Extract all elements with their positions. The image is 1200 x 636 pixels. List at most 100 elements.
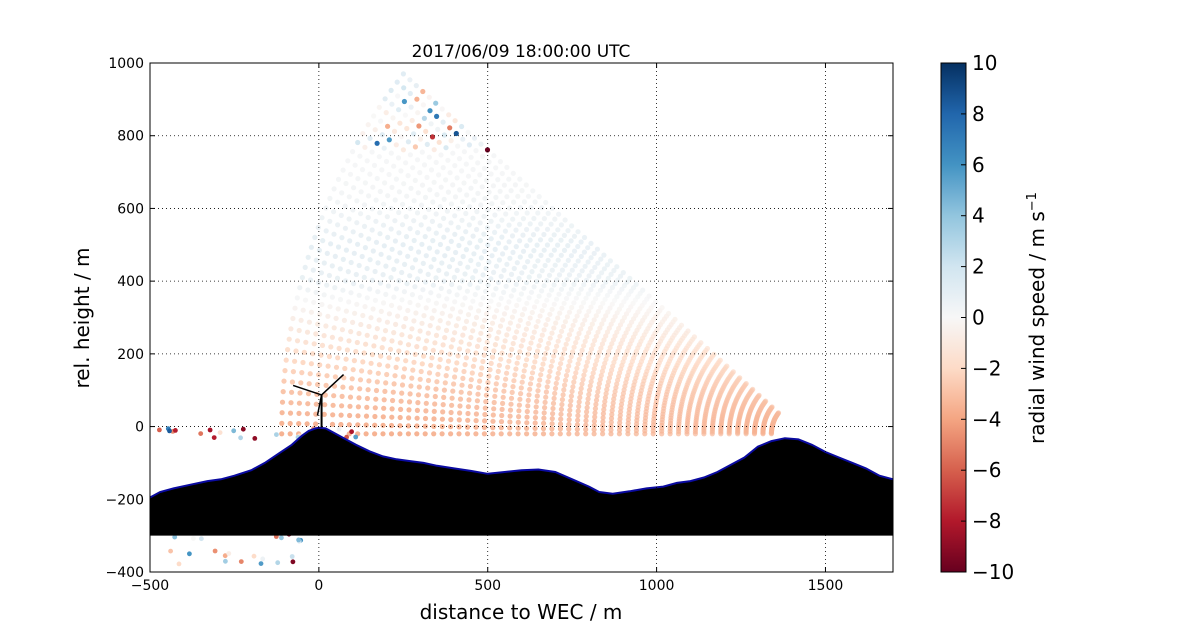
scan-point [605,309,611,315]
scan-point [389,184,395,190]
scan-point [538,252,544,258]
scan-point [441,234,447,240]
scan-point [486,159,492,165]
scan-point [512,335,518,341]
scan-point [407,152,413,158]
scan-point [547,368,553,374]
scan-point [537,313,543,319]
scan-point [331,325,337,331]
scan-point [482,418,488,424]
scan-point [465,264,471,270]
scan-point [453,323,459,329]
scan-point [488,171,494,177]
scan-point [378,251,384,257]
y-tick-label: 600 [117,201,144,217]
scan-point [445,189,451,195]
scan-point [534,299,540,305]
scan-point [329,334,335,340]
noise-point [274,432,279,437]
scan-point [340,167,346,173]
scan-point [321,292,327,298]
scan-point [324,250,330,256]
scan-point [507,419,513,425]
scan-point [308,244,314,250]
scan-point [568,253,575,259]
scan-point [411,131,417,137]
scan-point [407,391,413,397]
scan-point [499,234,505,240]
scan-point [460,302,466,308]
scan-point [363,422,369,428]
scan-point [750,386,756,392]
scan-point [405,253,411,259]
scan-point [557,426,564,432]
scan-point [600,300,606,306]
scan-point [499,350,505,356]
scan-point [436,364,442,370]
scan-point [411,359,417,365]
scan-point [595,291,601,297]
scan-point [608,431,614,437]
scan-point [390,397,396,404]
noise-point [217,430,223,435]
scan-point [504,370,510,376]
scan-point [415,276,421,282]
scan-point [484,177,490,183]
scan-point [450,150,456,156]
scan-point [315,321,321,327]
scan-point [299,370,305,376]
scan-point [775,410,782,416]
scan-point [586,355,592,361]
scan-point [579,381,585,387]
scan-point [534,398,540,404]
noise-point [353,434,359,440]
scan-point [279,420,285,426]
scan-point [469,370,475,376]
y-tick-label: 0 [135,420,144,436]
scan-point [426,245,433,251]
scan-point [491,399,497,406]
scan-point [431,179,437,185]
scan-point [597,376,603,383]
scan-point [609,408,615,414]
scan-point [410,367,416,373]
scan-point [394,356,400,362]
scan-point [304,329,311,335]
scan-point [450,337,456,343]
scan-point [414,344,420,350]
scan-point [408,185,414,191]
scan-point [347,238,353,244]
scan-point [355,241,361,247]
scan-point [361,274,367,280]
scan-point [470,233,476,239]
scan-point [434,113,440,119]
scan-point [743,381,749,387]
scan-point [488,360,494,366]
scan-point [558,237,564,243]
scan-point [460,136,466,142]
scan-point [530,232,537,238]
scan-point [477,378,483,384]
scan-point [555,227,561,233]
scan-point [386,137,392,143]
scan-point [525,259,531,265]
scan-point [592,406,599,412]
scan-point [575,408,581,414]
scan-point [467,281,473,287]
scan-point [382,328,389,334]
scan-point [481,213,487,219]
scan-point [323,382,329,388]
scan-point [340,287,346,293]
scan-point [391,294,397,300]
scan-point [427,108,433,114]
scan-point [443,373,449,379]
scan-point [420,287,426,293]
scan-point [603,279,609,285]
scan-point [500,344,507,350]
scan-point [589,374,595,380]
scan-point [290,315,296,322]
scan-point [569,223,575,229]
scan-point [316,372,322,378]
scan-point [581,300,587,306]
scan-point [308,361,314,367]
